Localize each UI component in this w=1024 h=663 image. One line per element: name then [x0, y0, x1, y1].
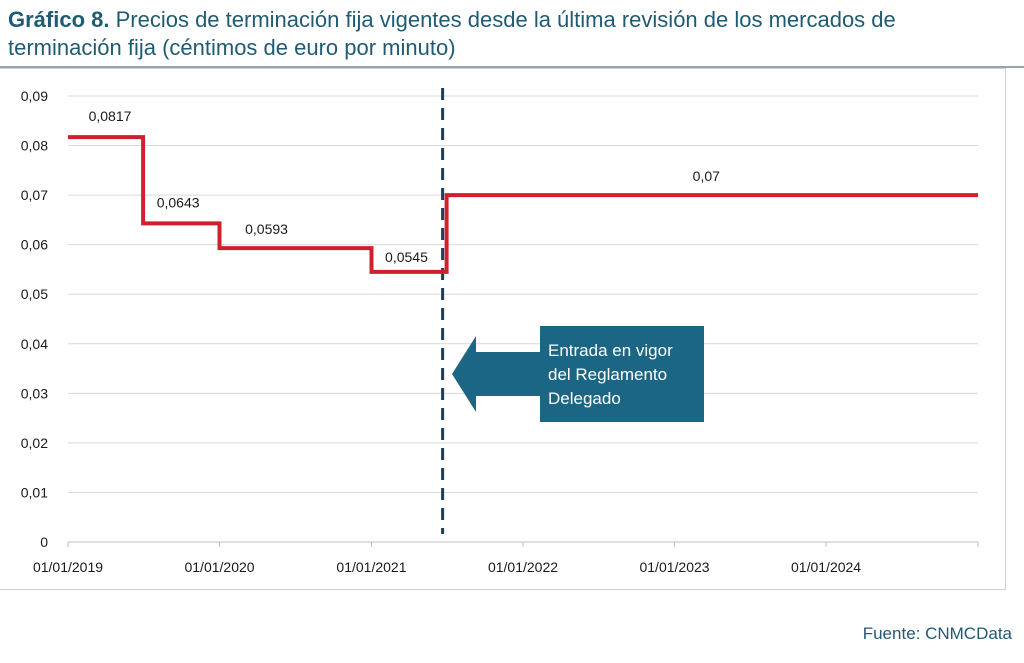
x-tick-label: 01/01/2021 — [336, 559, 406, 575]
x-tick-label: 01/01/2020 — [184, 559, 254, 575]
x-tick-label: 01/01/2024 — [791, 559, 861, 575]
x-tick-label: 01/01/2023 — [639, 559, 709, 575]
y-tick-label: 0,06 — [21, 237, 48, 253]
y-tick-label: 0 — [40, 534, 48, 550]
step-value-label: 0,0817 — [89, 108, 132, 124]
callout-text-line: del Reglamento — [548, 365, 667, 384]
callout-text-line: Delegado — [548, 389, 621, 408]
step-value-label: 0,0545 — [385, 249, 428, 265]
chart-frame — [0, 68, 1006, 590]
title-divider — [0, 66, 1024, 68]
y-tick-label: 0,08 — [21, 138, 48, 154]
step-value-label: 0,0643 — [157, 194, 200, 210]
y-tick-label: 0,04 — [21, 336, 48, 352]
y-tick-label: 0,05 — [21, 286, 48, 302]
callout-arrow — [452, 336, 540, 412]
y-tick-label: 0,03 — [21, 385, 48, 401]
x-tick-label: 01/01/2022 — [488, 559, 558, 575]
y-tick-label: 0,07 — [21, 187, 48, 203]
x-tick-label: 01/01/2019 — [33, 559, 103, 575]
chart-title-text: Precios de terminación fija vigentes des… — [8, 7, 896, 60]
step-value-label: 0,07 — [693, 168, 720, 184]
chart-title: Gráfico 8. Precios de terminación fija v… — [8, 6, 1008, 62]
chart-svg: 0 0,01 0,02 0,03 0,04 0,05 0,06 0,07 0,08 0,09 01/… — [21, 88, 979, 575]
y-tick-label: 0,01 — [21, 484, 48, 500]
y-tick-label: 0,09 — [21, 88, 48, 104]
y-tick-label: 0,02 — [21, 435, 48, 451]
price-step-line — [68, 135, 978, 274]
step-value-label: 0,0593 — [245, 221, 288, 237]
callout-box — [540, 326, 704, 422]
chart-title-label: Gráfico 8. — [8, 7, 110, 32]
callout-text-line: Entrada en vigor — [548, 341, 673, 360]
source-note: Fuente: CNMCData — [862, 624, 1012, 643]
